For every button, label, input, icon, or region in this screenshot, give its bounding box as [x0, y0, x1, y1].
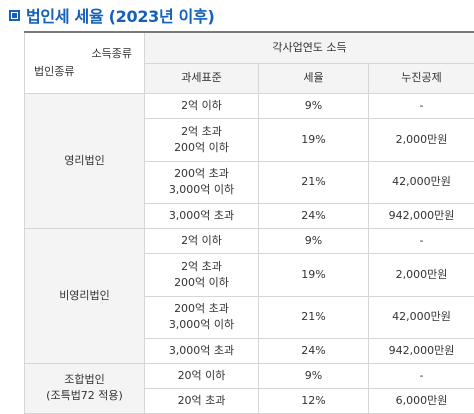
tax-base-text: 200억 초과 [145, 301, 258, 317]
tax-rate-cell: 21% [259, 161, 369, 203]
tax-base-text: 200억 초과 [145, 166, 258, 182]
corporation-type-text: 비영리법인 [25, 288, 144, 304]
income-type-label: 소득종류 [92, 47, 132, 61]
corporation-type-text: 영리법인 [25, 153, 144, 169]
tax-rate-cell: 9% [259, 228, 369, 253]
tax-base-cell: 2억 이하 [145, 228, 259, 253]
tax-base-text: 3,000억 초과 [145, 343, 258, 359]
tax-base-text: 2억 이하 [145, 233, 258, 249]
deduction-cell: - [369, 363, 474, 388]
page-title: 법인세 세율 (2023년 이후) [26, 3, 215, 27]
deduction-cell: - [369, 228, 474, 253]
column-header-rate: 세율 [259, 63, 369, 93]
tax-base-cell: 20억 초과 [145, 388, 259, 413]
income-group-header: 각사업연도 소득 [145, 32, 474, 63]
tax-rate-cell: 19% [259, 253, 369, 296]
corporation-type-label: 법인종류 [34, 65, 74, 79]
tax-base-text: 2억 초과 [145, 259, 258, 275]
corporation-type-cell: 조합법인(조특법72 적용) [25, 363, 145, 413]
tax-base-text: 2억 이하 [145, 98, 258, 114]
tax-base-cell: 2억 이하 [145, 93, 259, 118]
tax-base-text: 200억 이하 [145, 275, 258, 291]
corporation-type-cell: 영리법인 [25, 93, 145, 228]
tax-base-text: 200억 이하 [145, 140, 258, 156]
column-header-tax-base: 과세표준 [145, 63, 259, 93]
tax-rate-cell: 9% [259, 93, 369, 118]
tax-base-text: 3,000억 이하 [145, 182, 258, 198]
tax-rate-cell: 19% [259, 118, 369, 161]
tax-rate-cell: 24% [259, 203, 369, 228]
deduction-cell: 942,000만원 [369, 203, 474, 228]
column-header-deduction: 누진공제 [369, 63, 474, 93]
tax-base-cell: 3,000억 초과 [145, 203, 259, 228]
tax-rate-cell: 24% [259, 338, 369, 363]
tax-rate-cell: 21% [259, 296, 369, 338]
deduction-cell: 6,000만원 [369, 388, 474, 413]
tax-rate-cell: 9% [259, 363, 369, 388]
tax-base-text: 20억 이하 [145, 368, 258, 384]
tax-base-text: 20억 초과 [145, 393, 258, 409]
header-corner-cell: 소득종류 법인종류 [25, 32, 145, 93]
deduction-cell: 42,000만원 [369, 161, 474, 203]
corporation-type-text: 조합법인 [25, 372, 144, 388]
square-bullet-icon [9, 10, 20, 21]
deduction-cell: 2,000만원 [369, 118, 474, 161]
deduction-cell: 942,000만원 [369, 338, 474, 363]
tax-base-text: 3,000억 이하 [145, 317, 258, 333]
tax-base-text: 3,000억 초과 [145, 208, 258, 224]
tax-base-cell: 3,000억 초과 [145, 338, 259, 363]
deduction-cell: 42,000만원 [369, 296, 474, 338]
corporation-type-text: (조특법72 적용) [25, 388, 144, 404]
tax-base-cell: 20억 이하 [145, 363, 259, 388]
deduction-cell: - [369, 93, 474, 118]
tax-base-text: 2억 초과 [145, 124, 258, 140]
corporation-type-cell: 비영리법인 [25, 228, 145, 363]
deduction-cell: 2,000만원 [369, 253, 474, 296]
tax-rate-cell: 12% [259, 388, 369, 413]
section-header: 법인세 세율 (2023년 이후) [9, 5, 215, 25]
